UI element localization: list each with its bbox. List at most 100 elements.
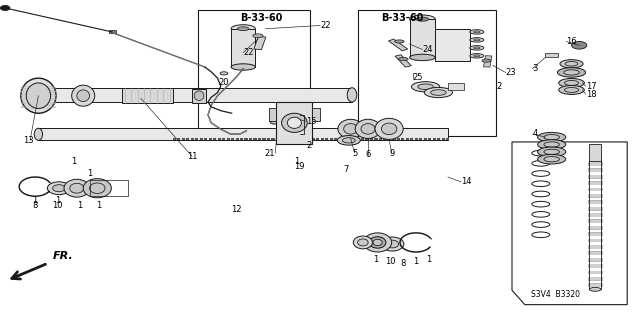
Text: 5: 5 xyxy=(352,149,357,158)
Ellipse shape xyxy=(538,154,566,164)
Bar xyxy=(356,138,360,140)
Ellipse shape xyxy=(565,62,578,66)
Ellipse shape xyxy=(470,46,484,50)
Ellipse shape xyxy=(394,40,404,43)
Bar xyxy=(316,138,319,140)
Ellipse shape xyxy=(20,78,56,113)
Ellipse shape xyxy=(431,90,446,95)
Ellipse shape xyxy=(381,237,404,251)
Bar xyxy=(437,138,440,140)
Bar xyxy=(588,219,603,223)
Ellipse shape xyxy=(375,118,403,139)
Bar xyxy=(392,138,396,140)
Bar xyxy=(545,53,558,57)
Ellipse shape xyxy=(470,30,484,34)
Bar xyxy=(109,30,116,33)
Bar xyxy=(38,88,352,102)
Ellipse shape xyxy=(26,83,51,108)
Bar xyxy=(285,117,299,121)
Ellipse shape xyxy=(364,233,392,252)
Bar xyxy=(388,138,391,140)
Bar xyxy=(358,10,496,136)
Bar xyxy=(588,226,603,230)
Bar xyxy=(186,138,189,140)
Ellipse shape xyxy=(410,54,435,61)
Bar xyxy=(303,138,306,140)
Bar xyxy=(285,138,288,140)
Ellipse shape xyxy=(34,128,42,140)
Bar xyxy=(343,138,346,140)
Bar xyxy=(588,213,603,217)
Text: 22: 22 xyxy=(320,21,330,30)
Ellipse shape xyxy=(559,85,584,94)
Ellipse shape xyxy=(90,183,105,193)
Ellipse shape xyxy=(559,78,584,87)
Circle shape xyxy=(572,41,587,49)
Bar xyxy=(198,10,310,136)
Bar xyxy=(289,138,292,140)
Text: 19: 19 xyxy=(294,162,305,171)
Text: 13: 13 xyxy=(23,136,33,145)
Ellipse shape xyxy=(338,119,364,138)
Bar xyxy=(312,138,315,140)
Ellipse shape xyxy=(253,34,263,38)
Bar xyxy=(195,138,198,140)
Bar xyxy=(397,138,400,140)
Bar xyxy=(213,138,216,140)
Bar xyxy=(419,138,422,140)
Text: 17: 17 xyxy=(586,82,596,91)
Ellipse shape xyxy=(589,287,601,291)
Text: 7: 7 xyxy=(343,165,348,174)
Ellipse shape xyxy=(416,17,429,21)
Bar xyxy=(589,264,601,268)
Ellipse shape xyxy=(52,185,65,192)
Bar xyxy=(435,29,470,61)
Ellipse shape xyxy=(474,55,480,57)
Bar xyxy=(588,168,603,172)
Text: 1: 1 xyxy=(33,197,38,205)
Bar xyxy=(348,138,351,140)
Ellipse shape xyxy=(564,80,579,85)
Bar xyxy=(588,207,603,211)
Bar xyxy=(271,138,275,140)
Bar xyxy=(339,138,342,140)
Ellipse shape xyxy=(77,90,90,101)
Ellipse shape xyxy=(353,236,372,249)
Bar xyxy=(433,138,436,140)
Ellipse shape xyxy=(337,136,360,145)
Bar xyxy=(280,138,284,140)
Text: 11: 11 xyxy=(187,152,197,161)
Bar xyxy=(285,130,299,134)
Bar xyxy=(173,138,176,140)
Text: S3V4  B3320: S3V4 B3320 xyxy=(531,290,580,299)
Text: 10: 10 xyxy=(385,257,396,266)
Bar xyxy=(588,188,603,191)
Ellipse shape xyxy=(474,47,480,49)
Ellipse shape xyxy=(412,82,440,92)
Bar xyxy=(589,284,601,287)
Bar xyxy=(222,138,225,140)
Ellipse shape xyxy=(220,72,228,75)
Bar xyxy=(589,169,601,172)
Bar xyxy=(231,138,234,140)
Ellipse shape xyxy=(361,124,375,134)
Bar xyxy=(588,239,603,242)
Bar xyxy=(383,138,387,140)
Text: 8: 8 xyxy=(401,259,406,268)
Bar xyxy=(231,29,255,67)
Ellipse shape xyxy=(560,60,583,68)
Ellipse shape xyxy=(358,239,368,246)
Bar xyxy=(588,181,603,185)
Text: 21: 21 xyxy=(265,149,275,158)
Ellipse shape xyxy=(564,70,579,75)
Ellipse shape xyxy=(474,39,480,41)
Text: 2: 2 xyxy=(496,82,501,91)
Text: 6: 6 xyxy=(365,150,371,159)
Text: 1: 1 xyxy=(97,201,102,210)
Bar xyxy=(588,283,603,287)
Bar xyxy=(379,138,382,140)
Bar xyxy=(415,138,418,140)
Ellipse shape xyxy=(282,113,307,132)
Ellipse shape xyxy=(474,31,480,33)
Text: 1: 1 xyxy=(426,256,431,264)
